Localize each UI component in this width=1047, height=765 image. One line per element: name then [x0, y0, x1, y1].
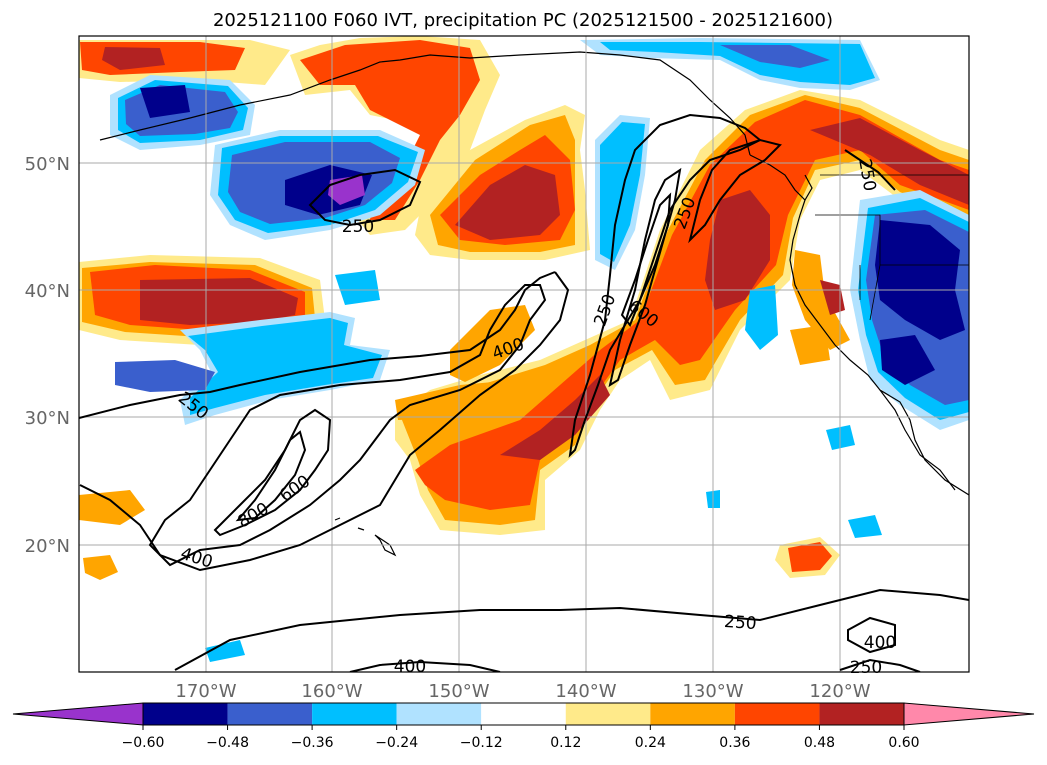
lon-tick-label: 120°W	[809, 681, 870, 702]
colorbar-tick-label: −0.36	[291, 735, 334, 751]
ivt-contour-250	[79, 271, 556, 419]
contour-label: 400	[394, 657, 426, 677]
precip-negative-region	[140, 85, 190, 118]
colorbar: −0.60 −0.48 −0.36 −0.24 −0.12 0.12 0.24 0.36 0.4…	[12, 702, 1035, 751]
ivt-contour-250	[174, 588, 969, 671]
ivt-contour-800	[235, 430, 307, 522]
lon-tick-label: 170°W	[175, 681, 236, 702]
precip-positive-region	[788, 542, 832, 572]
colorbar-tick-label: 0.48	[804, 735, 835, 751]
map-panel: 250 250 250 250 250 400 400 400 400 600 …	[78, 35, 970, 678]
precip-positive-region	[705, 190, 770, 310]
coastline-british-columbia	[749, 154, 813, 201]
precip-negative-region	[115, 360, 215, 392]
colorbar-bin	[565, 703, 651, 725]
colorbar-tick-label: −0.24	[375, 735, 418, 751]
ivt-contour-400	[148, 284, 547, 567]
ivt-contour-250	[79, 271, 570, 572]
hawaii-islands	[334, 517, 397, 557]
precip-negative-region	[335, 270, 380, 305]
precip-negative-region	[720, 45, 830, 68]
colorbar-outline	[142, 702, 905, 726]
precip-negative-region	[848, 515, 882, 538]
precip-positive-region	[820, 280, 845, 315]
ivt-contour-400	[847, 616, 896, 654]
contour-label: 250	[342, 217, 374, 237]
ivt-contours	[79, 113, 969, 672]
contour-label: 400	[864, 633, 896, 653]
coastline-alaska	[99, 51, 751, 156]
colorbar-tick-label: −0.48	[206, 735, 249, 751]
colorbar-tick-label: 0.60	[888, 735, 919, 751]
precip-negative-region	[875, 220, 965, 340]
colorbar-extend-high	[903, 702, 1035, 726]
colorbar-bin	[227, 703, 313, 725]
lat-tick-label: 30°N	[25, 408, 70, 429]
ivt-contour-400	[349, 660, 501, 672]
lon-tick-label: 160°W	[301, 681, 362, 702]
precip-positive-region	[792, 250, 850, 350]
precip-negative-region	[188, 318, 382, 415]
coastlines	[99, 51, 969, 557]
map-frame	[78, 35, 970, 673]
longitude-axis: 170°W 160°W 150°W 140°W 130°W 120°W	[175, 681, 870, 702]
colorbar-tick-label: −0.60	[122, 735, 165, 751]
colorbar-tick-label: 0.12	[550, 735, 581, 751]
ivt-contour-250	[308, 168, 422, 227]
ivt-contour-600	[620, 192, 672, 327]
colorbar-bin	[650, 703, 735, 725]
precip-positive-region	[300, 40, 480, 220]
colorbar-tick-label: 0.24	[635, 735, 666, 751]
ivt-contour-400	[608, 167, 682, 388]
colorbar-tick-label: −0.12	[460, 735, 503, 751]
lat-tick-label: 20°N	[25, 536, 70, 557]
ivt-contour-400	[688, 138, 782, 244]
precip-positive-region	[395, 380, 540, 420]
colorbar-tick-label: 0.36	[719, 735, 750, 751]
precip-positive-region	[450, 305, 535, 382]
precip-negative-region	[205, 640, 245, 662]
ivt-contour-250	[839, 658, 921, 672]
lon-tick-label: 130°W	[682, 681, 743, 702]
colorbar-bin	[396, 703, 482, 725]
colorbar-bin	[481, 703, 566, 725]
precip-positive-region	[102, 47, 165, 70]
colorbar-bin	[819, 703, 904, 725]
contour-label: 250	[850, 658, 882, 678]
lat-tick-label: 50°N	[25, 154, 70, 175]
colorbar-extend-low	[12, 702, 144, 726]
precip-positive-region	[810, 118, 969, 205]
colorbar-bin	[734, 703, 820, 725]
colorbar-bin	[312, 703, 397, 725]
state-borders	[815, 174, 969, 321]
latitude-axis: 50°N 40°N 30°N 20°N	[25, 154, 70, 557]
coastline-us-west	[789, 199, 969, 496]
contour-label: 250	[723, 612, 757, 634]
lat-tick-label: 40°N	[25, 281, 70, 302]
precip-negative-region	[745, 285, 778, 350]
precip-positive-region	[83, 555, 118, 580]
lon-tick-label: 150°W	[428, 681, 489, 702]
coastline-baja	[879, 389, 956, 491]
precip-negative-region	[880, 335, 935, 385]
ivt-contour-250	[568, 113, 762, 458]
precip-positive-region	[415, 100, 969, 510]
precip-positive-region	[455, 165, 560, 240]
ivt-contour-600	[213, 408, 332, 537]
lon-tick-label: 140°W	[555, 681, 616, 702]
ivt-contour-250	[844, 149, 896, 191]
colorbar-bin	[143, 703, 228, 725]
figure-title: 2025121100 F060 IVT, precipitation PC (2…	[213, 10, 833, 31]
